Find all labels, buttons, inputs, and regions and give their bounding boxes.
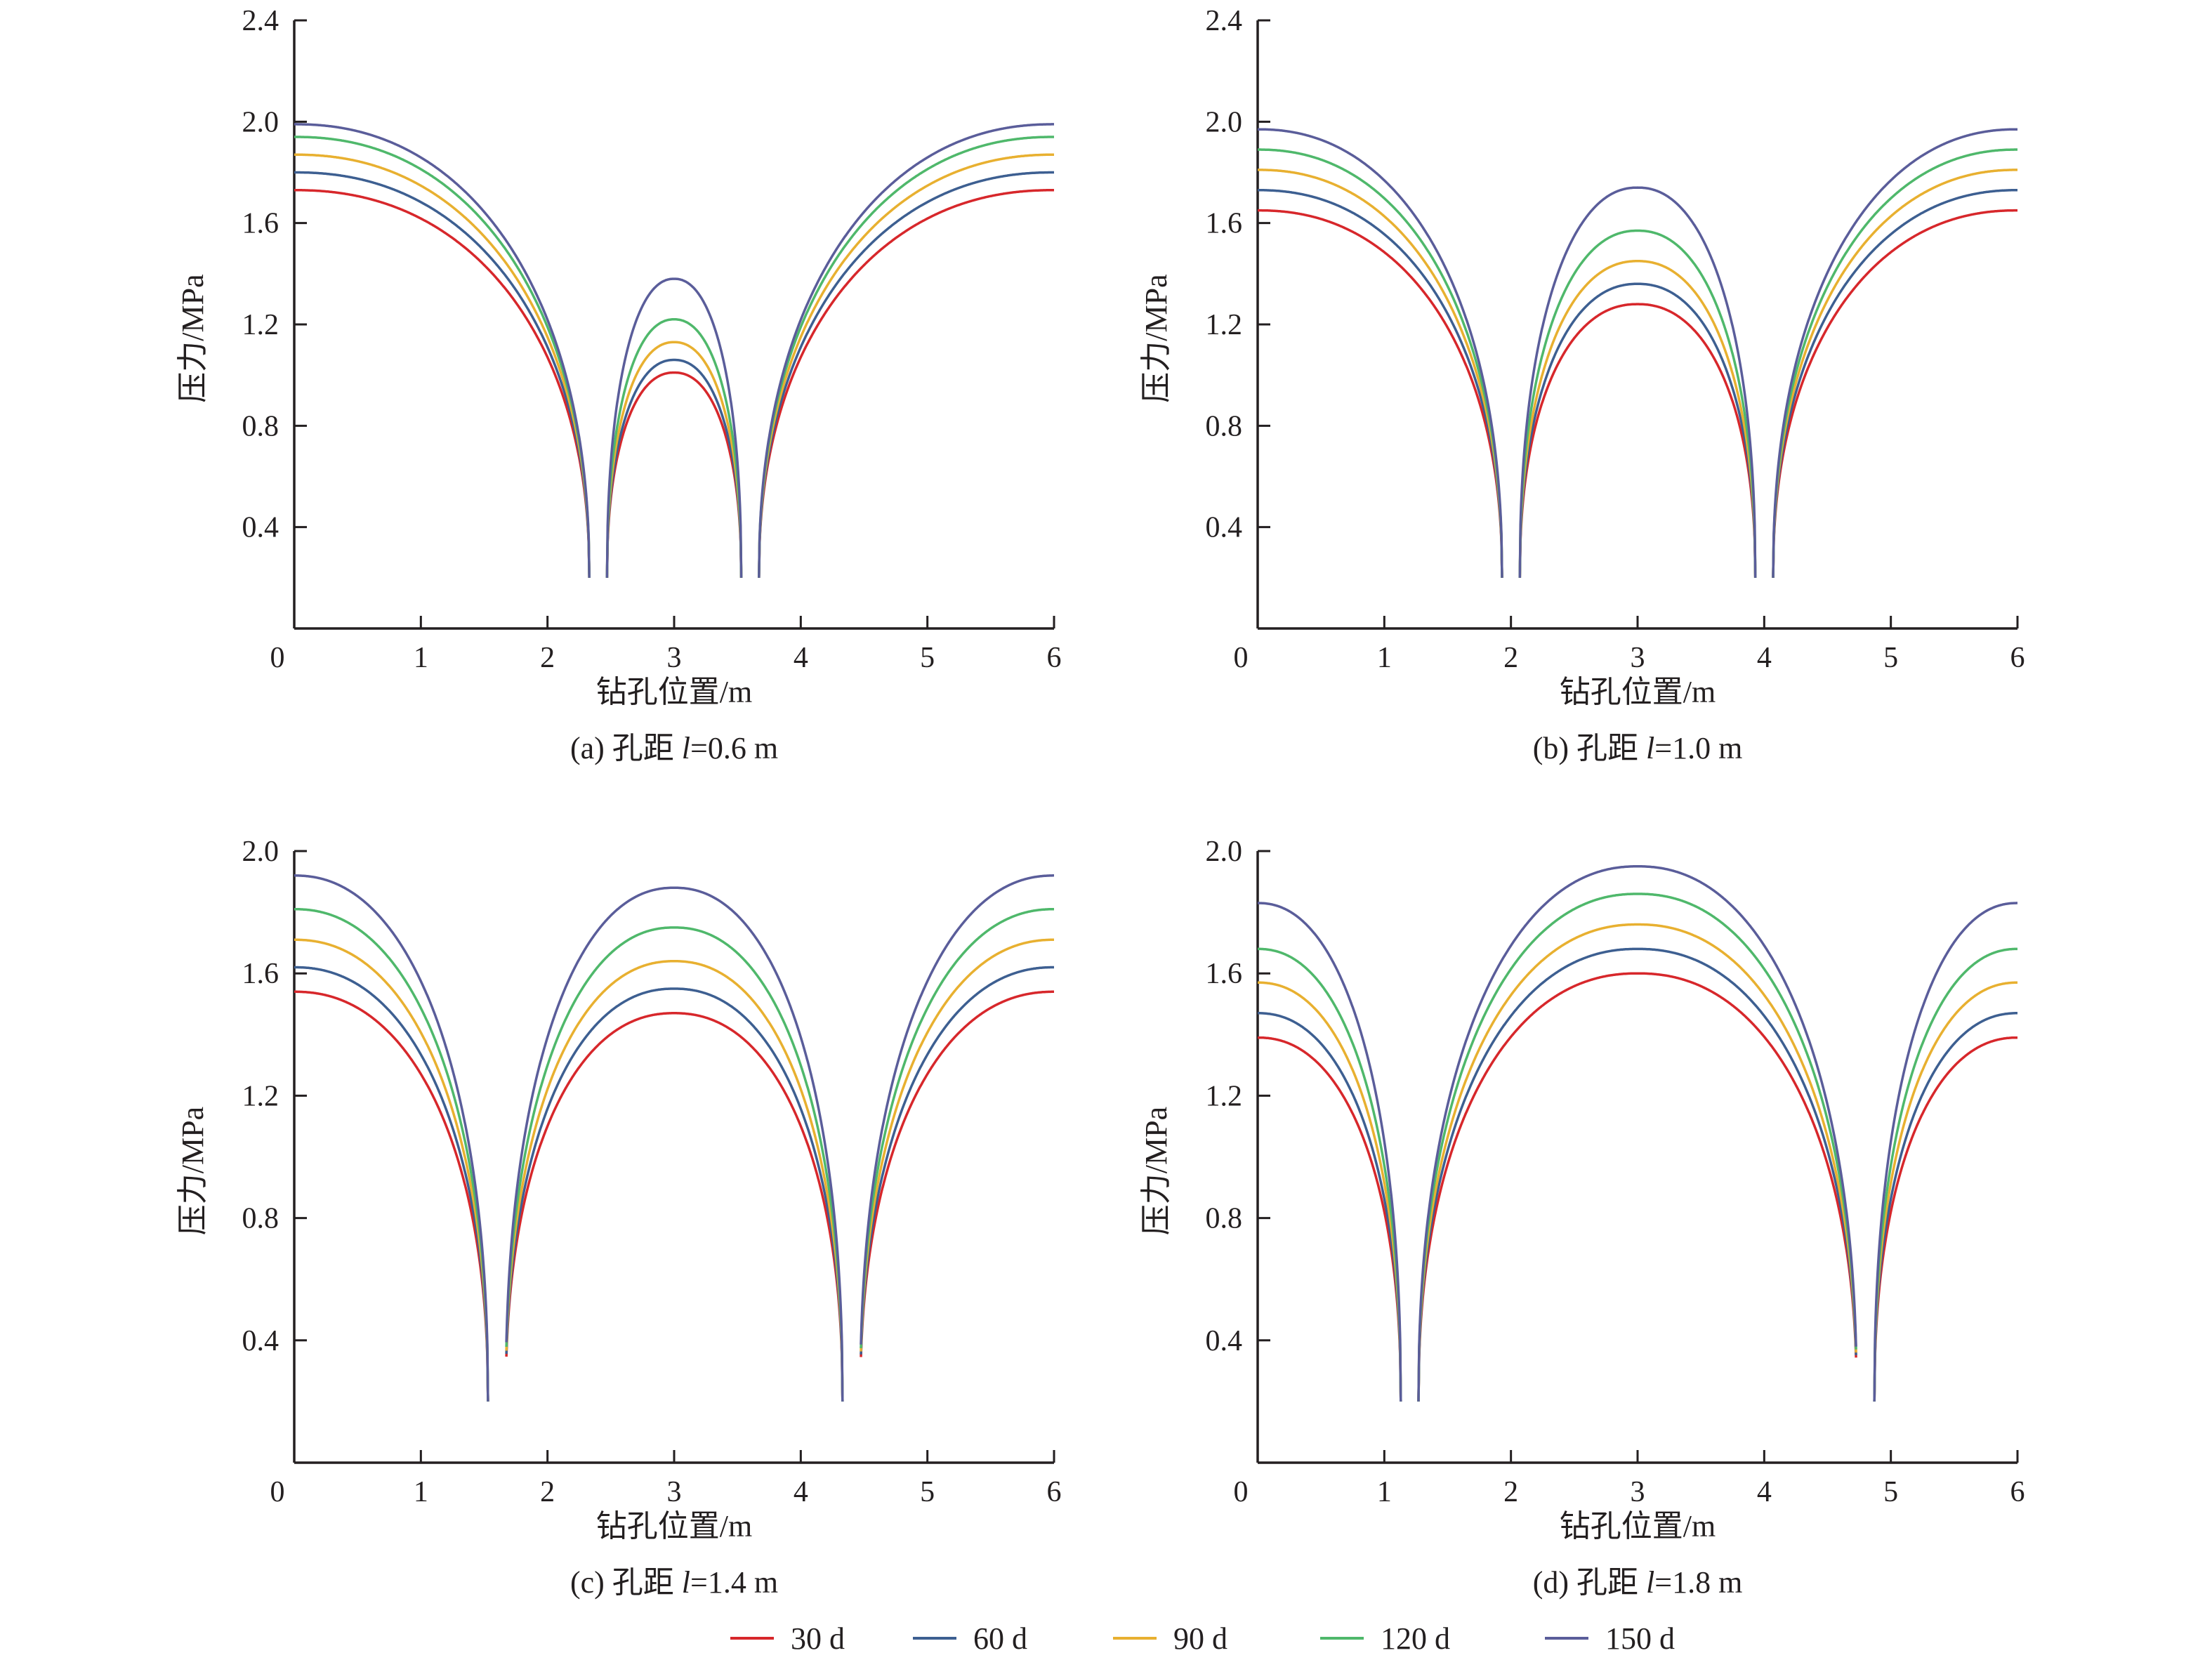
x-tick-label: 4 <box>1757 1476 1772 1508</box>
x-tick-label: 6 <box>2010 642 2025 674</box>
series-line-30d <box>294 990 1054 1402</box>
x-tick-label: 0 <box>1234 642 1249 674</box>
series-line-60d <box>294 171 1054 578</box>
panel-a: 0 1 2 3 4 5 6 0.4 0.8 1.2 1.6 2.0 2.4 钻孔位置/m 压力/MPa (a)… <box>176 5 1062 765</box>
series-line-30d <box>294 189 1054 578</box>
y-tick-label: 2.4 <box>1206 5 1243 37</box>
x-tick-label: 6 <box>1047 1476 1062 1508</box>
y-tick-label: 0.8 <box>242 410 279 442</box>
series-line-90d <box>1258 169 2017 578</box>
y-axis-title: 压力/MPa <box>176 1107 210 1235</box>
y-axis-title: 压力/MPa <box>176 274 210 402</box>
panel-d: 0 1 2 3 4 5 6 0.4 0.8 1.2 1.6 2.0 钻孔位置/m 压力/MPa (d) 孔距… <box>1139 836 2025 1600</box>
series-line-60d <box>294 966 1054 1402</box>
series-line-30d <box>1258 209 2017 578</box>
series-line-120d <box>294 136 1054 578</box>
series-line-60d <box>1258 947 2017 1402</box>
series-line-60d <box>1258 189 2017 578</box>
panel-caption: (c) 孔距 l=1.4 m <box>570 1565 778 1600</box>
legend-label: 90 d <box>1173 1621 1227 1656</box>
y-tick-label: 0.8 <box>1206 1203 1243 1235</box>
y-tick-label: 2.0 <box>242 836 279 868</box>
x-tick-label: 1 <box>1377 642 1392 674</box>
series-line-150d <box>294 123 1054 578</box>
x-tick-label: 0 <box>270 642 285 674</box>
y-tick-label: 0.4 <box>242 1325 279 1357</box>
x-tick-label: 0 <box>1234 1476 1249 1508</box>
x-tick-label: 5 <box>1883 1476 1898 1508</box>
x-tick-label: 6 <box>2010 1476 2025 1508</box>
y-tick-label: 1.2 <box>1206 1080 1243 1112</box>
y-tick-label: 1.6 <box>1206 958 1243 990</box>
series-line-90d <box>1258 923 2017 1402</box>
x-tick-label: 1 <box>1377 1476 1392 1508</box>
x-tick-label: 0 <box>270 1476 285 1508</box>
x-tick-label: 4 <box>794 1476 808 1508</box>
x-tick-label: 3 <box>667 1476 682 1508</box>
panel-caption: (a) 孔距 l=0.6 m <box>570 731 778 765</box>
y-tick-label: 1.2 <box>242 1080 279 1112</box>
x-tick-label: 4 <box>794 642 808 674</box>
x-tick-label: 3 <box>1631 642 1645 674</box>
panel-caption: (d) 孔距 l=1.8 m <box>1533 1565 1743 1600</box>
y-tick-label: 0.4 <box>1206 512 1243 544</box>
y-tick-label: 2.0 <box>242 106 279 138</box>
x-tick-label: 2 <box>1503 642 1518 674</box>
y-tick-label: 0.8 <box>242 1203 279 1235</box>
x-tick-label: 3 <box>1631 1476 1645 1508</box>
y-axis-title: 压力/MPa <box>1139 1107 1173 1235</box>
x-tick-label: 5 <box>920 1476 935 1508</box>
legend-label: 60 d <box>973 1621 1027 1656</box>
x-axis-title: 钻孔位置/m <box>1560 1509 1716 1543</box>
series-line-90d <box>294 153 1054 578</box>
series-line-120d <box>1258 892 2017 1402</box>
series-line-150d <box>294 874 1054 1402</box>
x-tick-label: 2 <box>1503 1476 1518 1508</box>
x-tick-label: 4 <box>1757 642 1772 674</box>
series-line-120d <box>294 907 1054 1402</box>
y-tick-label: 2.4 <box>242 5 279 37</box>
x-tick-label: 5 <box>1883 642 1898 674</box>
y-tick-label: 0.8 <box>1206 410 1243 442</box>
x-tick-label: 5 <box>920 642 935 674</box>
series-line-150d <box>1258 128 2017 578</box>
y-tick-label: 0.4 <box>1206 1325 1243 1357</box>
series-line-90d <box>294 938 1054 1402</box>
y-tick-label: 1.6 <box>1206 208 1243 240</box>
y-tick-label: 1.6 <box>242 958 279 990</box>
y-tick-label: 1.6 <box>242 208 279 240</box>
y-tick-label: 2.0 <box>1206 106 1243 138</box>
x-axis-title: 钻孔位置/m <box>1560 675 1716 709</box>
x-tick-label: 1 <box>414 642 428 674</box>
series-line-30d <box>1258 972 2017 1402</box>
y-tick-label: 1.2 <box>242 309 279 341</box>
series-line-120d <box>1258 148 2017 578</box>
x-axis-title: 钻孔位置/m <box>596 675 752 709</box>
panel-c: 0 1 2 3 4 5 6 0.4 0.8 1.2 1.6 2.0 钻孔位置/m 压力/MPa (c) 孔距… <box>176 836 1062 1600</box>
y-tick-label: 1.2 <box>1206 309 1243 341</box>
x-tick-label: 2 <box>540 642 555 674</box>
legend-label: 30 d <box>791 1621 845 1656</box>
x-tick-label: 1 <box>414 1476 428 1508</box>
x-tick-label: 3 <box>667 642 682 674</box>
panel-caption: (b) 孔距 l=1.0 m <box>1533 731 1743 765</box>
y-tick-label: 2.0 <box>1206 836 1243 868</box>
legend-label: 120 d <box>1381 1621 1450 1656</box>
x-axis-title: 钻孔位置/m <box>596 1509 752 1543</box>
panel-b: 0 1 2 3 4 5 6 0.4 0.8 1.2 1.6 2.0 2.4 钻孔位置/m 压力/MPa (b)… <box>1139 5 2025 765</box>
legend: 30 d 60 d 90 d 120 d 150 d <box>730 1621 1675 1656</box>
x-tick-label: 2 <box>540 1476 555 1508</box>
y-tick-label: 0.4 <box>242 512 279 544</box>
legend-label: 150 d <box>1605 1621 1675 1656</box>
series-line-150d <box>1258 865 2017 1402</box>
y-axis-title: 压力/MPa <box>1139 274 1173 402</box>
x-tick-label: 6 <box>1047 642 1062 674</box>
